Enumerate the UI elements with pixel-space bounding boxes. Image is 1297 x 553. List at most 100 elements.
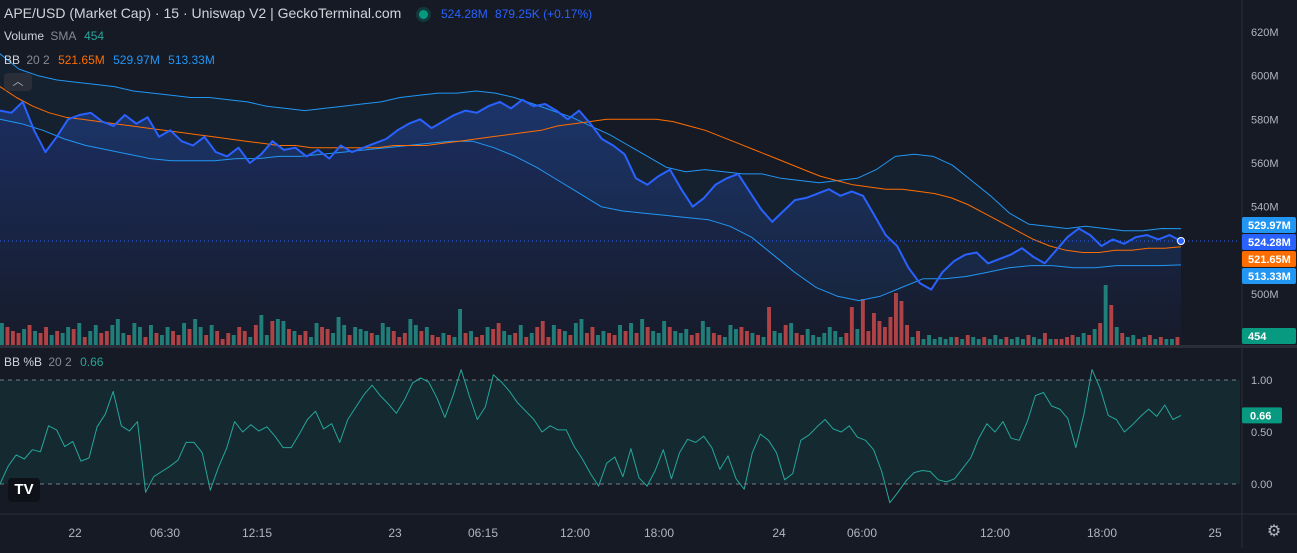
volume-bar	[833, 331, 838, 345]
volume-bar	[634, 333, 639, 345]
volume-bar	[1114, 327, 1119, 345]
volume-bar	[1125, 337, 1130, 345]
volume-bar	[176, 335, 181, 345]
volume-bar	[954, 337, 959, 345]
price-area	[0, 99, 1181, 345]
volume-bar	[684, 329, 689, 345]
time-axis-label: 06:30	[150, 526, 180, 540]
volume-bar	[480, 335, 484, 345]
pctb-line	[0, 369, 1182, 504]
volume-bar	[860, 299, 865, 345]
volume-bar	[529, 333, 534, 345]
badge-last-price-bg	[1242, 234, 1296, 250]
volume-bar	[253, 325, 258, 345]
volume-bar	[452, 337, 457, 345]
volume-bar	[971, 337, 976, 345]
volume-bar	[204, 335, 209, 345]
volume-bar	[187, 329, 192, 345]
bb-band-fill	[0, 53, 1181, 301]
volume-bar	[138, 327, 142, 345]
bb-lower-line	[0, 118, 1182, 302]
volume-bar	[38, 333, 43, 345]
volume-bar	[264, 335, 269, 345]
volume-bar	[60, 333, 65, 345]
volume-bar	[535, 327, 540, 345]
time-axis-label: 06:15	[468, 526, 498, 540]
volume-bar	[673, 331, 678, 345]
volume-bar	[827, 327, 832, 345]
volume-bar	[1158, 337, 1163, 345]
volume-bar	[182, 323, 186, 345]
volume-bar	[342, 325, 347, 345]
volume-bar	[1147, 335, 1152, 345]
badge-bb-lower: 513.33M	[1248, 271, 1291, 283]
volume-bar	[998, 339, 1003, 345]
volume-bar	[154, 333, 159, 345]
volume-bar	[469, 331, 473, 345]
volume-bar	[485, 327, 490, 345]
volume-bar	[728, 325, 733, 345]
volume-bar	[132, 323, 137, 345]
volume-bar	[77, 323, 82, 345]
volume-bar	[960, 339, 965, 345]
pane-separator	[0, 345, 1297, 348]
volume-bar	[1076, 337, 1080, 345]
volume-sma-label: SMA	[50, 29, 76, 43]
volume-bar	[16, 333, 21, 345]
pctb-legend-params: 20 2	[48, 355, 72, 369]
volume-bar	[1175, 337, 1180, 345]
volume-legend[interactable]: Volume SMA 454	[4, 29, 104, 43]
last-price-dot	[1177, 236, 1185, 245]
volume-bar	[1021, 339, 1025, 345]
volume-bar	[562, 331, 567, 345]
volume-bar	[767, 307, 771, 345]
volume-bar	[883, 327, 887, 345]
volume-bar	[789, 323, 794, 345]
volume-bar	[1087, 335, 1092, 345]
price-axis-tick: 540M	[1251, 202, 1279, 214]
volume-bar	[430, 335, 435, 345]
time-axis-label: 18:00	[1087, 526, 1117, 540]
volume-bar	[645, 327, 650, 345]
volume-bar	[612, 335, 617, 345]
volume-bar	[375, 335, 380, 345]
volume-bar	[424, 327, 429, 345]
pctb-axis-tick: 0.00	[1251, 479, 1272, 491]
volume-bar	[987, 339, 992, 345]
volume-bar	[1164, 339, 1169, 345]
volume-bar	[270, 321, 275, 345]
pctb-legend[interactable]: BB %B 20 2 0.66	[4, 355, 103, 369]
bb-upper-line	[0, 53, 1182, 232]
volume-bar	[623, 331, 628, 345]
volume-bar	[149, 325, 153, 345]
volume-bar	[198, 327, 203, 345]
symbol-title[interactable]: APE/USD (Market Cap) · 15 · Uniswap V2 |…	[4, 5, 402, 21]
price-axis-tick: 500M	[1251, 289, 1279, 301]
volume-bar	[910, 337, 915, 345]
volume-bar	[336, 317, 341, 345]
gear-icon[interactable]: ⚙	[1266, 523, 1282, 540]
volume-bar	[1004, 337, 1009, 345]
badge-bb-basis-bg	[1242, 251, 1296, 267]
volume-bar	[93, 325, 98, 345]
volume-bar	[397, 337, 402, 345]
price-line	[0, 98, 1182, 291]
price-axis-tick: 580M	[1251, 114, 1279, 126]
volume-bar	[618, 325, 622, 345]
badge-volume-bg	[1242, 328, 1296, 344]
volume-bar	[1103, 285, 1108, 345]
volume-bar	[215, 331, 220, 345]
volume-bar	[640, 319, 645, 345]
bb-legend-label: BB	[4, 53, 21, 67]
volume-bar	[965, 335, 970, 345]
tradingview-logo-icon[interactable]: TV	[8, 478, 40, 502]
bb-legend[interactable]: BB 20 2 521.65M 529.97M 513.33M	[4, 53, 215, 67]
volume-bar	[894, 293, 898, 345]
bb-upper-value: 529.97M	[113, 53, 160, 67]
collapse-legend-button[interactable]: ︿	[4, 73, 32, 91]
volume-bar	[71, 329, 76, 345]
volume-bar	[689, 335, 694, 345]
volume-bar	[27, 325, 32, 345]
